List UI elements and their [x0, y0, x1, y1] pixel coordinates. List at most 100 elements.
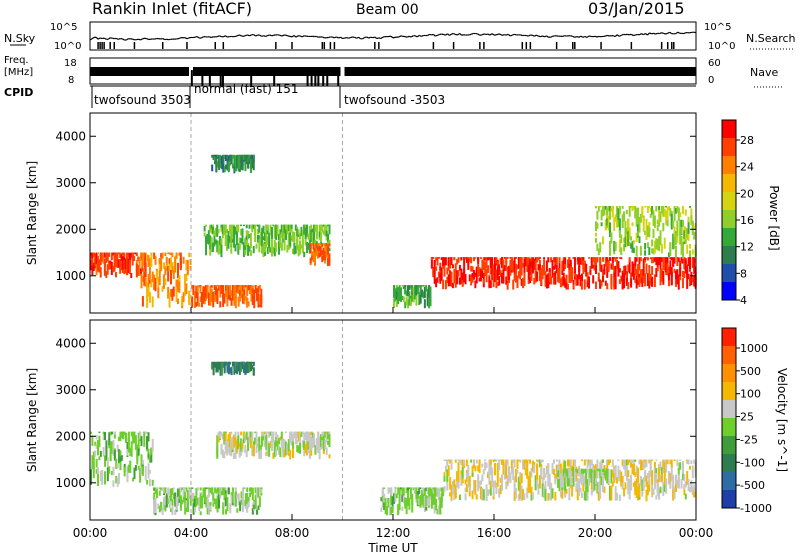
velocity-cell: [252, 367, 255, 376]
power-cell: [646, 225, 649, 237]
power-cell: [112, 252, 115, 256]
power-cell: [484, 262, 487, 276]
power-cell: [632, 247, 635, 254]
velocity-cell: [638, 483, 641, 498]
velocity-cell: [223, 361, 226, 371]
power-cell: [217, 242, 220, 252]
nave-label: Nave: [750, 66, 778, 79]
power-cell: [641, 277, 644, 287]
nsky-segment: [362, 36, 366, 40]
power-cell: [561, 276, 564, 287]
power-cell: [220, 224, 223, 230]
power-cell: [488, 257, 491, 260]
power-cell: [690, 215, 693, 225]
power-cell: [478, 267, 481, 277]
velocity-cell: [585, 486, 588, 501]
power-cell: [655, 267, 658, 277]
power-cell: [233, 290, 236, 305]
velocity-cell: [113, 431, 116, 435]
power-cell: [229, 154, 232, 161]
power-cell: [620, 234, 623, 244]
velocity-colorbar-swatch: [722, 490, 736, 508]
power-cell: [681, 242, 684, 258]
power-cell: [648, 247, 651, 256]
power-cell: [167, 252, 170, 255]
velocity-cell: [573, 459, 576, 467]
velocity-cell: [122, 431, 125, 440]
velocity-cell: [672, 475, 675, 490]
power-cell: [114, 258, 118, 268]
nsky-segment: [481, 33, 485, 36]
velocity-cell: [243, 487, 246, 489]
power-cell: [667, 206, 670, 211]
power-cell: [624, 236, 627, 248]
power-cell: [168, 292, 171, 308]
power-cell: [687, 218, 690, 234]
power-cell: [429, 286, 432, 299]
velocity-cell: [402, 495, 405, 504]
power-cell: [324, 243, 327, 251]
nsky-segment: [675, 31, 679, 35]
nsky-segment: [332, 36, 335, 39]
velocity-cell: [251, 361, 254, 364]
velocity-cell: [112, 440, 115, 456]
power-cell: [610, 263, 613, 270]
velocity-cell: [249, 435, 252, 449]
velocity-cell: [575, 466, 578, 482]
power-cell: [393, 285, 396, 298]
velocity-cell: [284, 431, 287, 434]
velocity-cell: [576, 469, 579, 474]
velocity-cell: [531, 460, 534, 472]
power-cell: [659, 211, 662, 223]
power-cell: [644, 206, 647, 208]
power-cell: [659, 273, 662, 286]
power-cell: [451, 264, 454, 269]
velocity-cell: [565, 468, 568, 477]
velocity-cell: [104, 432, 107, 441]
velocity-cell: [209, 505, 212, 511]
power-cell: [691, 220, 694, 235]
velocity-colorbar-tick-label: 100: [740, 388, 761, 401]
velocity-cell: [104, 455, 107, 467]
velocity-cell: [129, 460, 132, 473]
velocity-cell: [98, 431, 101, 434]
power-cell: [405, 296, 408, 306]
power-cell: [436, 277, 439, 283]
velocity-cell: [218, 361, 221, 366]
power-cell: [303, 224, 306, 235]
velocity-cell: [150, 448, 153, 463]
power-cell: [499, 269, 502, 277]
velocity-cell: [195, 492, 198, 507]
velocity-cell: [602, 459, 605, 463]
velocity-cell: [600, 461, 603, 471]
power-cell: [506, 266, 509, 281]
velocity-cell: [226, 439, 229, 450]
power-cell: [287, 224, 290, 232]
nsky-segment: [435, 34, 438, 37]
velocity-cell: [171, 487, 174, 495]
power-cell: [471, 272, 474, 278]
power-cell: [240, 285, 243, 299]
power-cell: [321, 243, 324, 247]
power-cell: [169, 252, 172, 256]
power-cell: [540, 269, 543, 285]
power-cell: [610, 277, 613, 290]
power-cell: [203, 286, 206, 302]
power-cell: [432, 257, 435, 259]
velocity-cell: [646, 481, 649, 496]
velocity-cell: [610, 485, 613, 501]
freq-strip: Freq. [MHz] 18 8 60 0 Nave CPID: [4, 55, 782, 99]
velocity-cell: [155, 487, 158, 489]
power-cell: [225, 164, 228, 170]
power-cell: [426, 288, 429, 297]
velocity-cell: [597, 468, 600, 472]
velocity-cell: [133, 432, 136, 444]
velocity-cell: [529, 471, 532, 486]
velocity-cell: [231, 436, 234, 450]
velocity-cell: [669, 473, 672, 483]
velocity-cell: [494, 462, 497, 476]
power-cell: [263, 232, 266, 241]
velocity-cell: [243, 361, 246, 374]
power-cell: [199, 296, 202, 302]
power-cell: [681, 277, 684, 283]
